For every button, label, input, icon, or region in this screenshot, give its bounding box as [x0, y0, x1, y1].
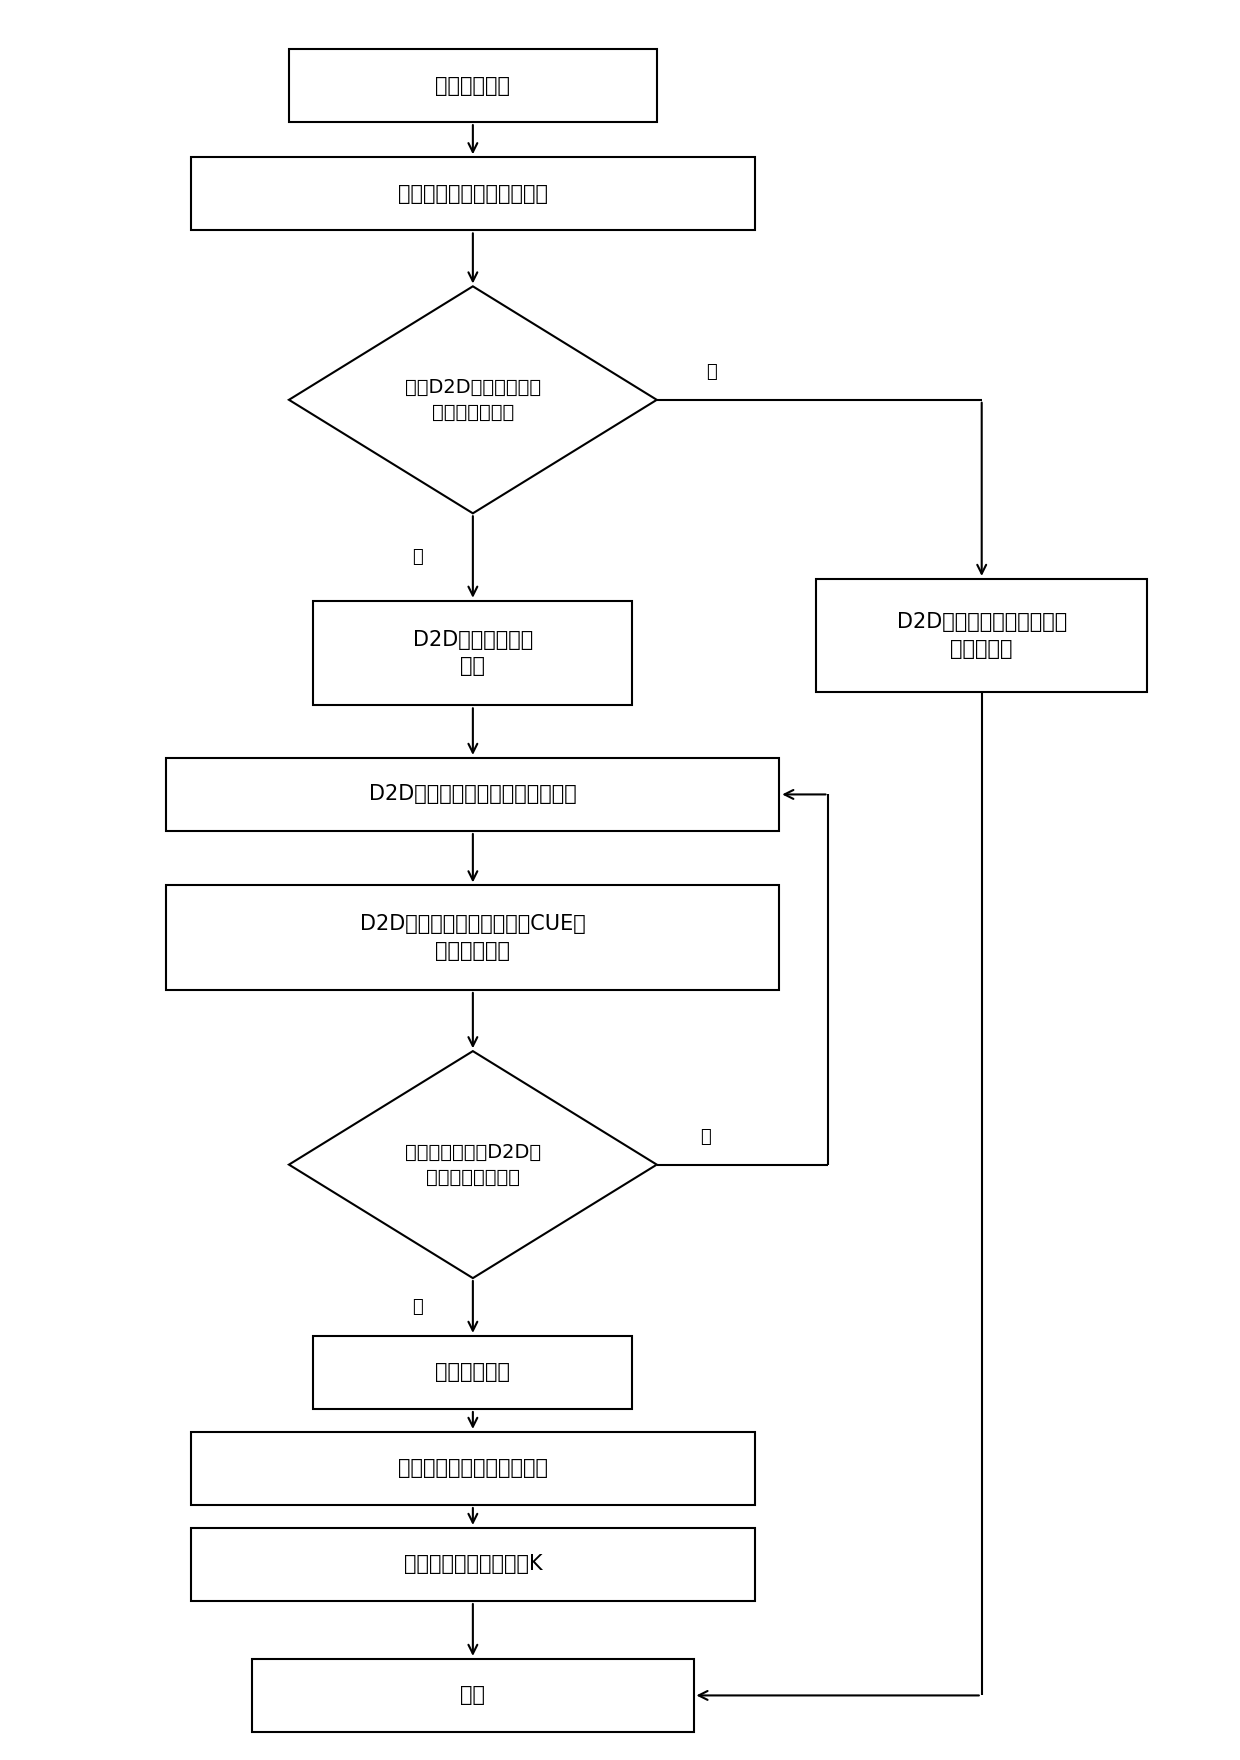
Bar	[166, 885, 780, 991]
Bar	[816, 579, 1147, 692]
Bar	[289, 49, 657, 121]
Text: 利用差分进化算法功率控制: 利用差分进化算法功率控制	[398, 1459, 548, 1478]
Text: 结束: 结束	[460, 1686, 485, 1705]
Bar	[191, 1528, 755, 1602]
Text: 否: 否	[707, 363, 717, 380]
Bar	[191, 157, 755, 231]
Bar	[314, 1336, 632, 1410]
Text: D2D用户分配专用资源或采
用蜂窝模式: D2D用户分配专用资源或采 用蜂窝模式	[897, 612, 1066, 658]
Bar	[191, 1433, 755, 1505]
Text: 调节目标函数中的权值K: 调节目标函数中的权值K	[403, 1554, 542, 1575]
Bar	[314, 600, 632, 706]
Text: 判断是否所有的D2D用
户都已分配资源？: 判断是否所有的D2D用 户都已分配资源？	[404, 1142, 541, 1186]
Text: 是: 是	[413, 547, 423, 567]
Text: 基站附近划定干扰限制区域: 基站附近划定干扰限制区域	[398, 183, 548, 204]
Text: D2D用户采用复用
模式: D2D用户采用复用 模式	[413, 630, 533, 676]
Bar	[252, 1658, 693, 1732]
Polygon shape	[289, 287, 657, 514]
Text: 判断D2D用户是否在干
扰限制区域外？: 判断D2D用户是否在干 扰限制区域外？	[404, 378, 541, 422]
Text: D2D依次复用距离其最远的CUE的
上行链路资源: D2D依次复用距离其最远的CUE的 上行链路资源	[360, 915, 585, 961]
Text: 建立小区模型: 建立小区模型	[435, 76, 511, 95]
Text: 否: 否	[701, 1128, 712, 1146]
Polygon shape	[289, 1051, 657, 1278]
Bar	[166, 759, 780, 831]
Text: 是: 是	[413, 1297, 423, 1316]
Text: 优化目标函数: 优化目标函数	[435, 1362, 511, 1382]
Text: D2D接收端按其与基站的距离排序: D2D接收端按其与基站的距离排序	[370, 785, 577, 804]
